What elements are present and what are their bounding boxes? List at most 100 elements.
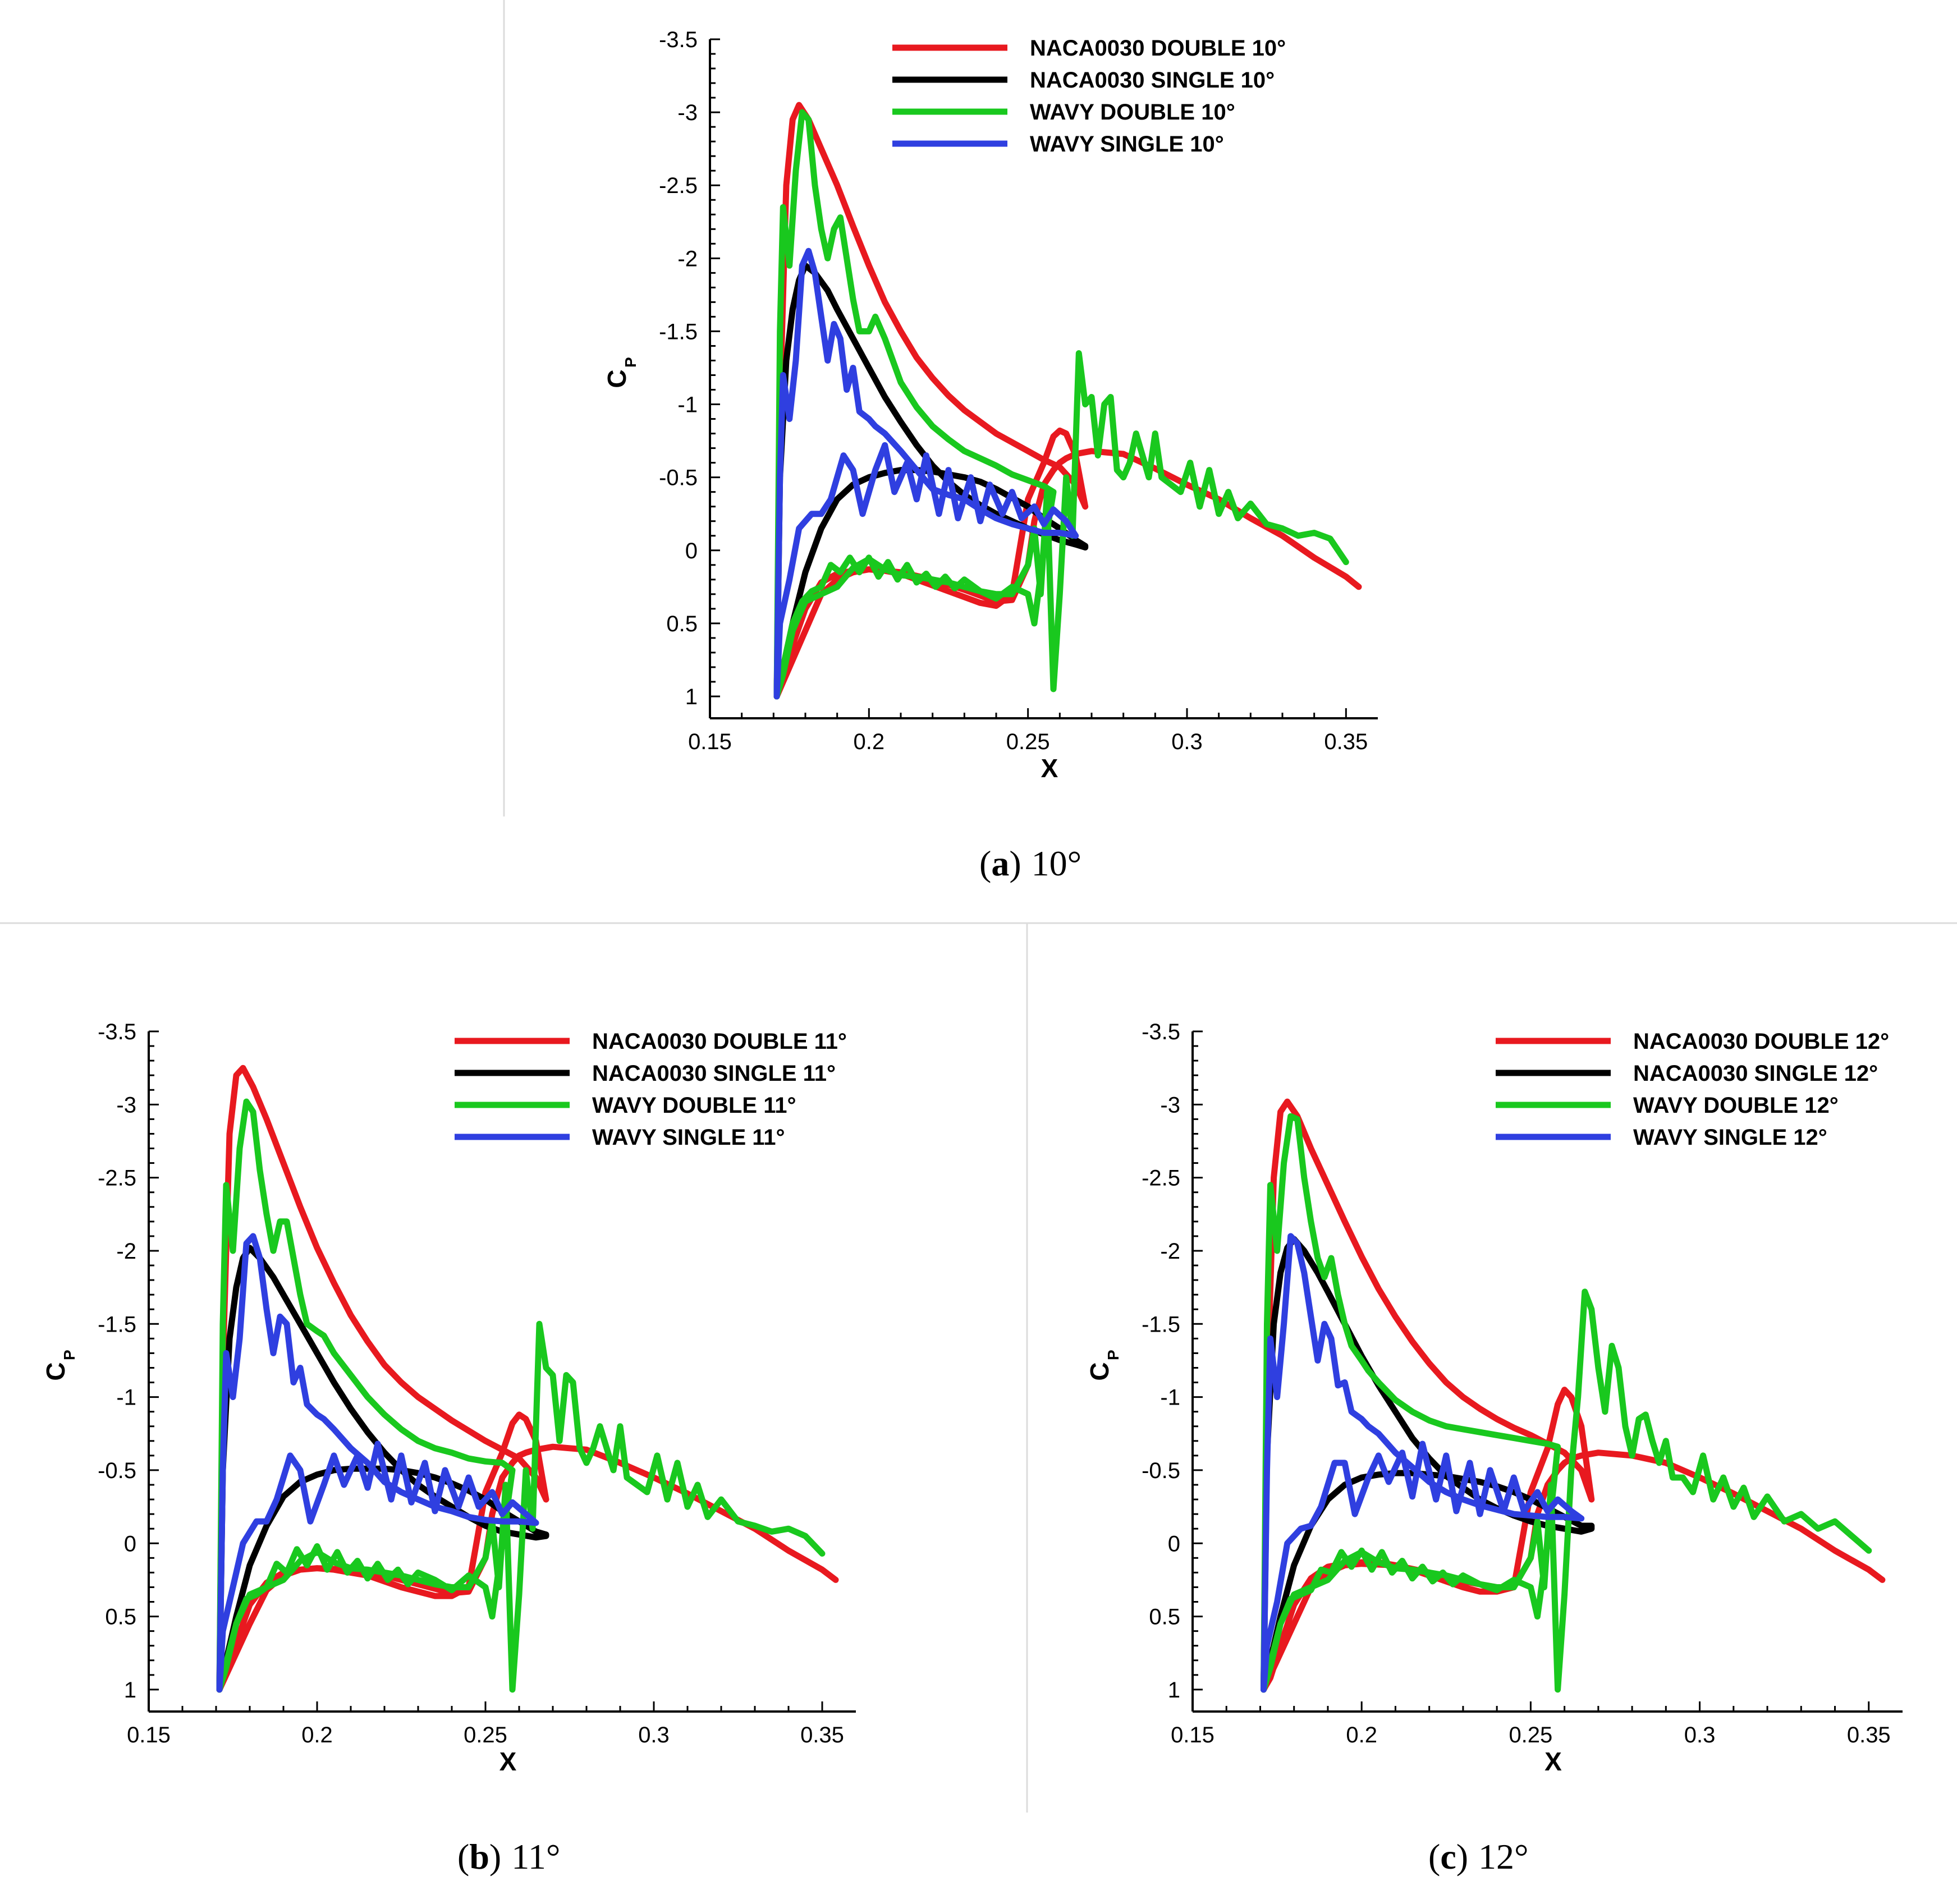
caption-letter: b <box>469 1837 489 1877</box>
y-tick-label: 1 <box>124 1678 136 1703</box>
x-tick-label: 0.35 <box>1324 730 1368 754</box>
caption-open: ( <box>457 1837 469 1877</box>
y-tick-label: -0.5 <box>659 466 698 490</box>
panel-caption: (b) 11° <box>457 1837 560 1877</box>
y-tick-label: 0.5 <box>1149 1605 1180 1630</box>
x-tick-label: 0.3 <box>1171 730 1203 754</box>
y-tick-label: 1 <box>1168 1678 1180 1703</box>
x-tick-label: 0.3 <box>1684 1723 1716 1747</box>
y-tick-label: 0 <box>1168 1531 1180 1556</box>
y-axis-title: CP <box>602 357 639 388</box>
x-tick-label: 0.35 <box>1847 1723 1891 1747</box>
y-tick-label: -2.5 <box>659 173 698 198</box>
series-line-wavy-double <box>1261 1113 1872 1693</box>
caption-angle: 10° <box>1032 843 1082 883</box>
series-line-wavy-double <box>773 109 1349 700</box>
x-tick-label: 0.35 <box>800 1723 844 1747</box>
y-axis-title-main: C <box>41 1362 70 1380</box>
legend-label: WAVY SINGLE 11° <box>592 1125 785 1150</box>
caption-close: ) <box>1456 1837 1468 1877</box>
x-tick-label: 0.3 <box>638 1723 670 1747</box>
series-line-naca-double <box>773 102 1362 700</box>
y-tick-label: -1.5 <box>659 319 698 344</box>
x-tick-label: 0.2 <box>301 1723 333 1747</box>
x-tick-label: 0.25 <box>464 1723 507 1747</box>
panel-b: 0.15 0.2 0.25 0.3 0.35 -3.5 -3 -2.5 -2 -1.5 -1 -0.5… <box>41 1020 856 1877</box>
x-tick-label: 0.2 <box>854 730 885 754</box>
y-tick-label: -0.5 <box>1142 1458 1180 1483</box>
legend-label: WAVY SINGLE 10° <box>1030 132 1224 157</box>
x-tick-label: 0.2 <box>1346 1723 1377 1747</box>
y-tick-label: -1 <box>1160 1385 1180 1410</box>
x-tick-label: 0.25 <box>1006 730 1050 754</box>
panel-dividers <box>0 0 1957 1813</box>
y-tick-label: -2 <box>677 246 698 271</box>
y-axis-title: CP <box>41 1350 78 1380</box>
y-axis-title-sub: P <box>1104 1350 1122 1360</box>
y-tick-label: 0.5 <box>105 1605 136 1630</box>
legend-label: WAVY DOUBLE 10° <box>1030 100 1235 125</box>
caption-close: ) <box>1009 843 1021 883</box>
y-tick-label: 1 <box>685 685 698 709</box>
x-tick-label: 0.15 <box>688 730 732 754</box>
y-tick-label: 0 <box>124 1531 136 1556</box>
caption-letter: c <box>1440 1837 1456 1877</box>
series-line-naca-double <box>1261 1098 1886 1693</box>
legend-label: WAVY SINGLE 12° <box>1633 1125 1827 1150</box>
y-tick-label: -2.5 <box>98 1166 136 1191</box>
legend-label: WAVY DOUBLE 11° <box>592 1093 796 1118</box>
y-tick-label: -3.5 <box>1142 1020 1180 1044</box>
y-axis-title-sub: P <box>622 357 639 368</box>
y-tick-label: -1.5 <box>98 1312 136 1337</box>
panel-caption: (c) 12° <box>1428 1837 1529 1877</box>
y-tick-label: -3.5 <box>98 1020 136 1044</box>
y-tick-label: -2 <box>1160 1239 1180 1264</box>
panel-a: 0.15 0.2 0.25 0.3 0.35 -3.5 -3 -2.5 -2 -1.5 -1 -0.5… <box>602 27 1378 883</box>
y-tick-label: -2 <box>116 1239 136 1264</box>
series-line-naca-double <box>216 1065 839 1693</box>
caption-letter: a <box>991 843 1009 883</box>
legend-label: NACA0030 SINGLE 10° <box>1030 68 1275 93</box>
series-line-wavy-single <box>216 1233 539 1693</box>
legend-label: NACA0030 DOUBLE 10° <box>1030 36 1286 61</box>
x-tick-label: 0.25 <box>1509 1723 1552 1747</box>
x-tick-label: 0.15 <box>127 1723 171 1747</box>
caption-angle: 12° <box>1478 1837 1529 1877</box>
y-axis-title-main: C <box>1085 1362 1114 1380</box>
legend-label: NACA0030 DOUBLE 12° <box>1633 1029 1889 1054</box>
y-tick-label: -3 <box>677 100 698 125</box>
y-axis-title: CP <box>1085 1350 1122 1380</box>
legend-label: WAVY DOUBLE 12° <box>1633 1093 1839 1118</box>
series-line-naca-single <box>773 262 1089 700</box>
legend-label: NACA0030 SINGLE 12° <box>1633 1061 1878 1086</box>
y-tick-label: -1.5 <box>1142 1312 1180 1337</box>
y-tick-label: 0 <box>685 539 698 563</box>
y-axis-title-main: C <box>602 369 631 388</box>
series-line-naca-single <box>1261 1236 1595 1693</box>
caption-angle: 11° <box>511 1837 560 1877</box>
y-tick-label: -2.5 <box>1142 1166 1180 1191</box>
x-axis-title: X <box>499 1747 517 1776</box>
caption-close: ) <box>489 1837 501 1877</box>
caption-open: ( <box>1428 1837 1440 1877</box>
caption-open: ( <box>979 843 991 883</box>
legend-label: NACA0030 DOUBLE 11° <box>592 1029 847 1054</box>
y-tick-label: -3 <box>1160 1093 1180 1117</box>
series-line-wavy-double <box>216 1098 826 1693</box>
legend-label: NACA0030 SINGLE 11° <box>592 1061 836 1086</box>
y-tick-label: -3.5 <box>659 27 698 52</box>
x-axis-title: X <box>1544 1747 1562 1776</box>
y-tick-label: -1 <box>116 1385 136 1410</box>
x-axis-title: X <box>1041 754 1058 783</box>
y-tick-label: -1 <box>677 393 698 417</box>
y-tick-label: 0.5 <box>666 612 698 636</box>
y-axis-title-sub: P <box>61 1350 78 1360</box>
x-tick-label: 0.15 <box>1171 1723 1214 1747</box>
panel-caption: (a) 10° <box>979 843 1081 883</box>
y-tick-label: -3 <box>116 1093 136 1117</box>
panel-c: 0.15 0.2 0.25 0.3 0.35 -3.5 -3 -2.5 -2 -1.5 -1 -0.5… <box>1085 1020 1903 1877</box>
series-line-wavy-single <box>773 247 1079 700</box>
series-line-wavy-single <box>1261 1233 1585 1693</box>
y-tick-label: -0.5 <box>98 1458 136 1483</box>
